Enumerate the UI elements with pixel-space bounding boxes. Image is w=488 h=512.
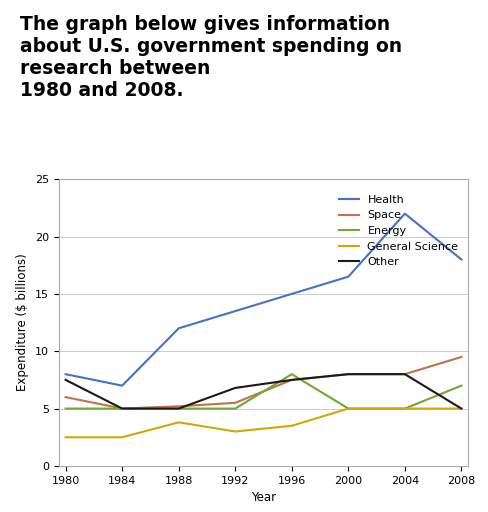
- Health: [176, 325, 182, 331]
- Energy: [346, 406, 351, 412]
- Legend: Health, Space, Energy, General Science, Other: Health, Space, Energy, General Science, …: [334, 190, 463, 271]
- Energy: [176, 406, 182, 412]
- Other: [232, 385, 238, 391]
- Line: Health: Health: [65, 214, 462, 386]
- Energy: [459, 382, 465, 389]
- Other: [62, 377, 68, 383]
- Text: The graph below gives information
about U.S. government spending on
research bet: The graph below gives information about …: [20, 15, 402, 100]
- Space: [119, 406, 125, 412]
- Space: [232, 400, 238, 406]
- Health: [402, 210, 408, 217]
- Other: [289, 377, 295, 383]
- Y-axis label: Expenditure ($ billions): Expenditure ($ billions): [16, 253, 29, 392]
- Other: [119, 406, 125, 412]
- Energy: [289, 371, 295, 377]
- Energy: [62, 406, 68, 412]
- Health: [346, 273, 351, 280]
- Line: Other: Other: [65, 374, 462, 409]
- Space: [289, 377, 295, 383]
- Space: [346, 371, 351, 377]
- Other: [176, 406, 182, 412]
- Health: [232, 308, 238, 314]
- Health: [62, 371, 68, 377]
- Health: [289, 291, 295, 297]
- Other: [346, 371, 351, 377]
- Energy: [232, 406, 238, 412]
- Line: General Science: General Science: [65, 409, 462, 437]
- General Science: [459, 406, 465, 412]
- General Science: [289, 423, 295, 429]
- General Science: [119, 434, 125, 440]
- Space: [459, 354, 465, 360]
- X-axis label: Year: Year: [251, 491, 276, 504]
- Line: Space: Space: [65, 357, 462, 409]
- Space: [176, 403, 182, 410]
- Health: [119, 382, 125, 389]
- Space: [402, 371, 408, 377]
- Line: Energy: Energy: [65, 374, 462, 409]
- Other: [402, 371, 408, 377]
- Energy: [119, 406, 125, 412]
- Health: [459, 257, 465, 263]
- Space: [62, 394, 68, 400]
- Other: [459, 406, 465, 412]
- General Science: [346, 406, 351, 412]
- General Science: [62, 434, 68, 440]
- General Science: [176, 419, 182, 425]
- General Science: [402, 406, 408, 412]
- General Science: [232, 429, 238, 435]
- Energy: [402, 406, 408, 412]
